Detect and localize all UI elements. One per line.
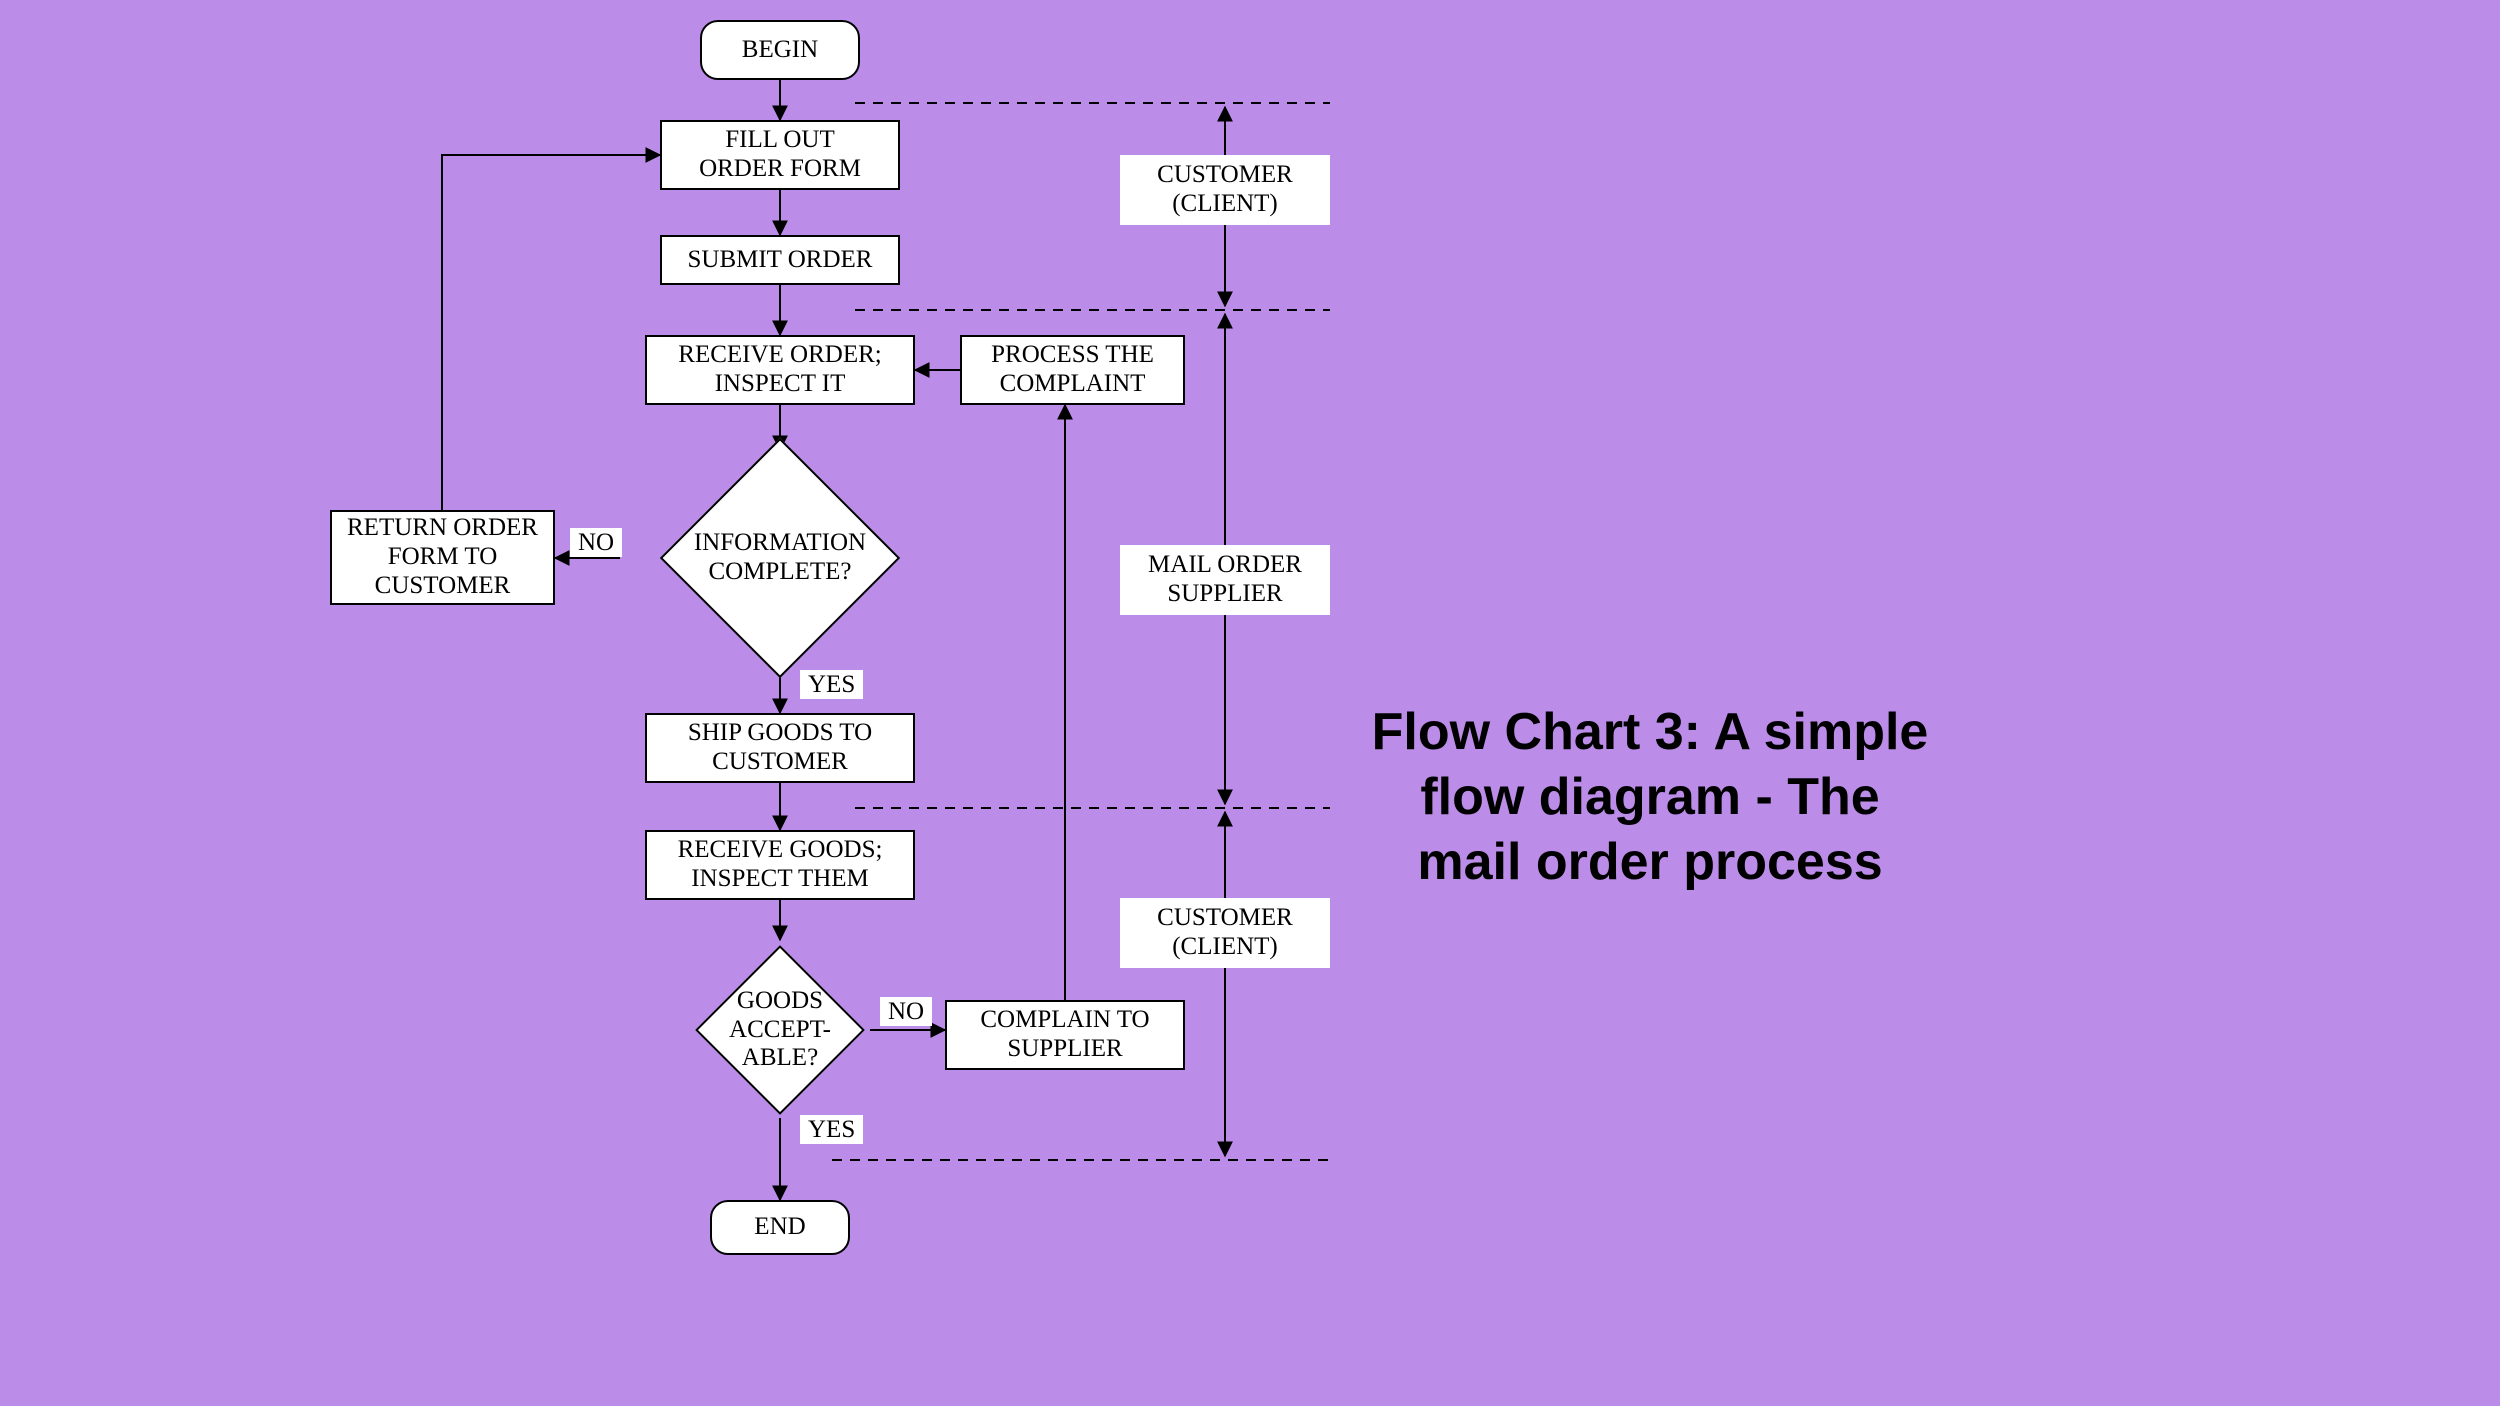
terminal-begin: BEGIN [700, 20, 860, 80]
lane-label-lane_cust1: CUSTOMER(CLIENT) [1120, 155, 1330, 225]
decision-info_q [660, 438, 900, 678]
edge-label-e13: YES [800, 1115, 863, 1144]
process-submit: SUBMIT ORDER [660, 235, 900, 285]
process-ship: SHIP GOODS TOCUSTOMER [645, 713, 915, 783]
terminal-end: END [710, 1200, 850, 1255]
process-complain: COMPLAIN TOSUPPLIER [945, 1000, 1185, 1070]
decision-goods_q [695, 945, 865, 1115]
process-recv_goods: RECEIVE GOODS;INSPECT THEM [645, 830, 915, 900]
diagram-title: Flow Chart 3: A simple flow diagram - Th… [1370, 700, 1930, 895]
process-receive: RECEIVE ORDER;INSPECT IT [645, 335, 915, 405]
lane-label-lane_cust2: CUSTOMER(CLIENT) [1120, 898, 1330, 968]
process-return: RETURN ORDERFORM TOCUSTOMER [330, 510, 555, 605]
edge-label-e10: NO [880, 997, 932, 1026]
edge-label-e7: YES [800, 670, 863, 699]
lane-label-lane_supp: MAIL ORDERSUPPLIER [1120, 545, 1330, 615]
edge-label-e5: NO [570, 528, 622, 557]
process-fill: FILL OUTORDER FORM [660, 120, 900, 190]
process-process_complaint: PROCESS THECOMPLAINT [960, 335, 1185, 405]
